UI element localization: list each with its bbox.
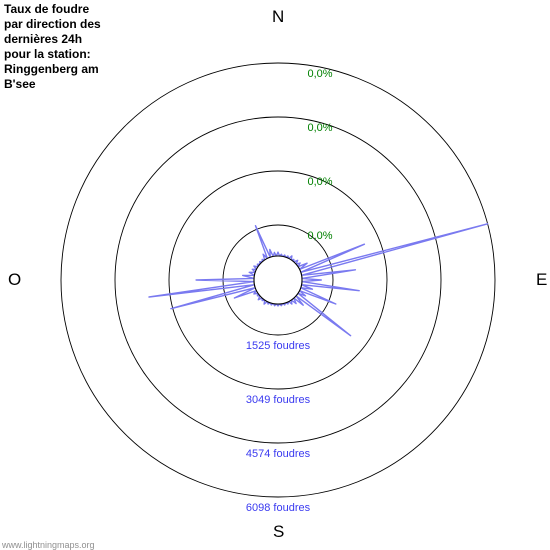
ring-upper-label-1: 0,0% [307, 176, 332, 188]
ring-upper-label-3: 0,0% [307, 68, 332, 80]
ring-upper-label-2: 0,0% [307, 122, 332, 134]
ring-lower-label-2: 4574 foudres [246, 448, 311, 460]
compass-o: O [8, 270, 21, 290]
ring-upper-label-0: 0,0% [307, 230, 332, 242]
compass-n: N [272, 7, 284, 27]
center-hole-top [254, 256, 302, 304]
ring-lower-label-0: 1525 foudres [246, 340, 311, 352]
ring-lower-label-3: 6098 foudres [246, 502, 311, 514]
compass-s: S [273, 522, 284, 542]
chart-title: Taux de foudre par direction des dernièr… [4, 2, 106, 92]
ring-lower-label-1: 3049 foudres [246, 394, 311, 406]
compass-e: E [536, 270, 547, 290]
footer-credit: www.lightningmaps.org [2, 540, 95, 550]
